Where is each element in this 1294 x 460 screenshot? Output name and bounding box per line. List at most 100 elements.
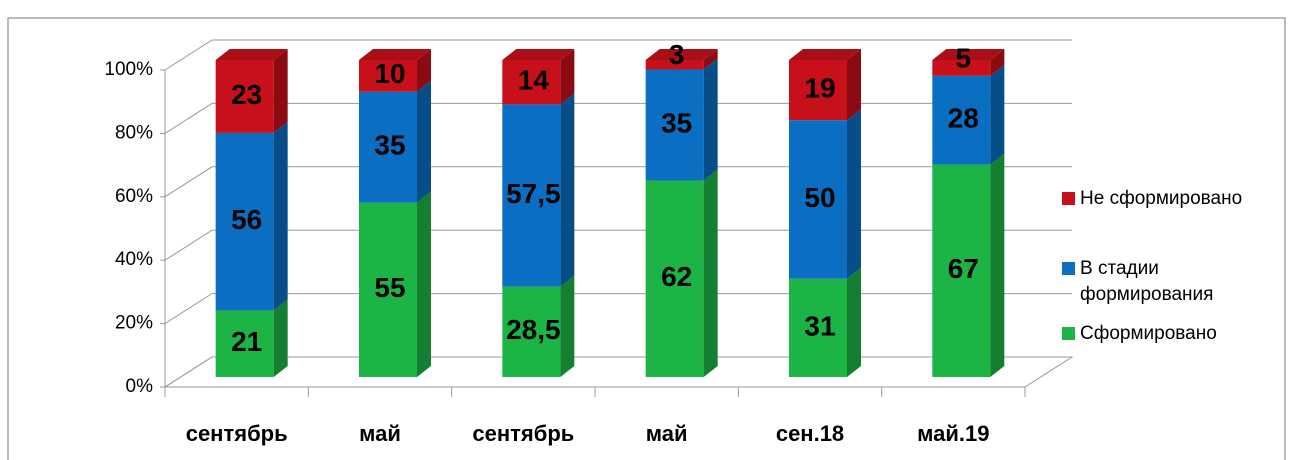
bar-segment [645, 49, 718, 70]
data-label: 5 [956, 42, 972, 73]
data-label: 35 [374, 130, 405, 161]
bar-side [560, 93, 575, 287]
bar-segment [932, 153, 1005, 377]
bar-segment [359, 49, 431, 92]
bar-side [703, 169, 718, 377]
bar-side [847, 109, 861, 279]
x-tick-label: сентябрь [186, 421, 288, 446]
bar-front [645, 69, 704, 181]
data-label: 31 [804, 310, 835, 341]
bar-top [359, 49, 431, 60]
bar-front [502, 104, 561, 287]
bar-side [990, 49, 1005, 76]
data-label: 3 [669, 39, 685, 70]
bar-side [703, 58, 718, 181]
bar-segment [502, 93, 575, 287]
bar-top [215, 49, 288, 60]
data-label: 56 [231, 204, 262, 235]
bar-top [789, 49, 861, 60]
x-tick-label: сен.18 [776, 421, 844, 446]
bar-front [502, 286, 561, 377]
grid-line [164, 39, 1072, 71]
legend-label: Не сформировано [1080, 188, 1243, 209]
bar-side [560, 49, 575, 105]
bar-front [215, 60, 274, 133]
legend-item: Не сформировано [1062, 186, 1287, 212]
data-label: 55 [374, 272, 405, 303]
bar-side [273, 121, 288, 311]
bar-front [789, 278, 847, 377]
bar-top [502, 49, 575, 60]
bar-segment [932, 64, 1005, 165]
bar-segment [502, 275, 575, 377]
bar-segment [502, 49, 575, 105]
data-label: 50 [804, 182, 835, 213]
data-label: 23 [231, 79, 262, 110]
bar-side [417, 49, 431, 92]
bar-front [789, 120, 847, 279]
bar-segment [359, 80, 431, 203]
y-tick-label: 0% [126, 376, 154, 397]
bar-side [273, 49, 288, 133]
x-tick-label: сентябрь [472, 421, 574, 446]
data-label: 28,5 [506, 314, 561, 345]
bar-side [990, 64, 1005, 165]
bar-front [645, 60, 704, 70]
x-tick-label: май.19 [917, 421, 989, 446]
bar-front [215, 310, 274, 377]
bar-side [703, 49, 718, 70]
bar-side [417, 191, 431, 377]
y-tick-label: 80% [115, 122, 153, 143]
bar-segment [932, 49, 1005, 76]
chart-frame [7, 17, 1286, 460]
data-label: 62 [661, 261, 692, 292]
legend-label: В стадии формирования [1080, 258, 1214, 305]
x-tick-label: май [646, 421, 688, 446]
bar-segment [789, 267, 861, 377]
bar-segment [215, 49, 288, 133]
data-label: 67 [948, 253, 979, 284]
bar-side [847, 267, 861, 377]
bar-side [847, 49, 861, 121]
bar-side [560, 275, 575, 377]
legend-label: Сформировано [1080, 323, 1217, 344]
bar-front [932, 60, 991, 76]
bar-side [273, 299, 288, 377]
bar-front [645, 180, 704, 377]
grid-line [164, 166, 1072, 198]
y-tick-label: 40% [115, 249, 153, 270]
data-label: 35 [661, 107, 692, 138]
data-label: 19 [804, 73, 835, 104]
bar-front [932, 164, 991, 377]
x-tick-label: май [359, 421, 401, 446]
y-tick-label: 60% [115, 186, 153, 207]
y-tick-label: 20% [115, 313, 153, 334]
bar-segment [645, 58, 718, 181]
data-label: 21 [231, 326, 262, 357]
bar-front [789, 60, 847, 121]
data-label: 57,5 [506, 178, 561, 209]
data-label: 10 [374, 58, 405, 89]
legend-item: В стадии формирования [1062, 256, 1287, 308]
bar-segment [215, 121, 288, 311]
bar-segment [789, 109, 861, 279]
bar-front [359, 202, 417, 377]
bar-front [215, 132, 274, 311]
bar-front [359, 91, 417, 203]
legend-swatch [1062, 327, 1075, 340]
legend-swatch [1062, 192, 1075, 205]
bar-top [645, 49, 718, 60]
grid-line [164, 102, 1072, 134]
bar-side [990, 153, 1005, 377]
bar-front [359, 60, 417, 92]
bar-segment [789, 49, 861, 121]
legend-swatch [1062, 262, 1075, 275]
bar-segment [645, 169, 718, 377]
legend-item: Сформировано [1062, 321, 1287, 347]
bar-side [417, 80, 431, 203]
bar-top [932, 49, 1005, 60]
y-tick-label: 100% [104, 59, 153, 80]
data-label: 14 [518, 65, 550, 96]
data-label: 28 [948, 103, 979, 134]
